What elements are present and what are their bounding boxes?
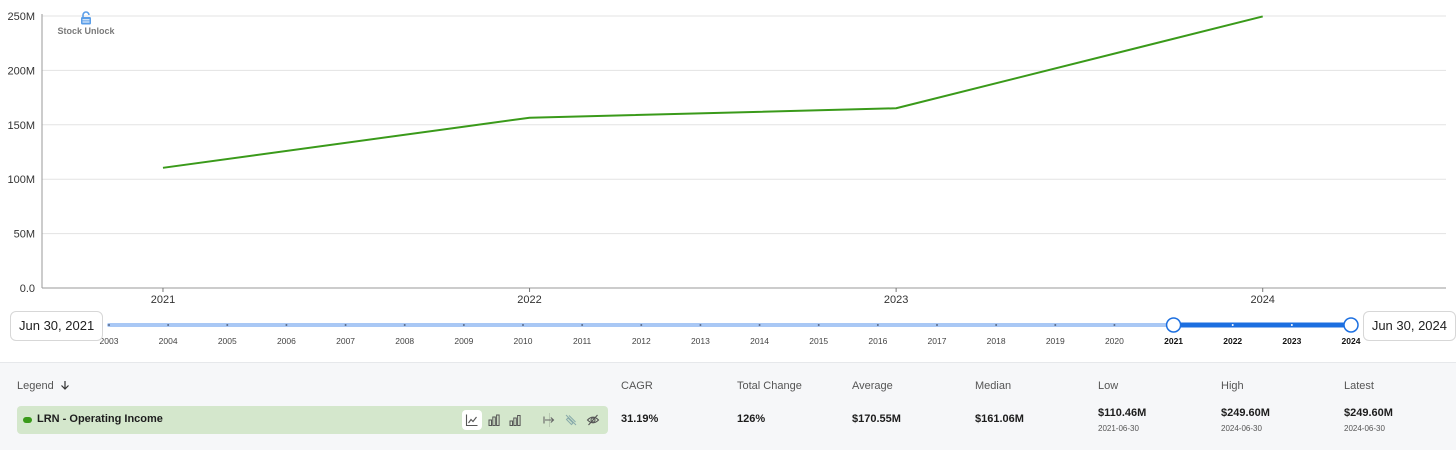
slider-tick	[462, 324, 465, 326]
legend-item-lrn-operating-income[interactable]: LRN - Operating Income	[17, 406, 608, 434]
legend-header[interactable]: Legend	[17, 380, 70, 392]
end-date-field[interactable]: Jun 30, 2024	[1362, 311, 1456, 341]
slider-year-label: 2015	[809, 336, 828, 346]
slider-year-label: 2017	[928, 336, 947, 346]
slider-tick	[1113, 324, 1116, 326]
slider-tick	[1054, 324, 1057, 326]
slider-tick	[1290, 324, 1293, 326]
slider-tick	[936, 324, 938, 326]
unpin-button[interactable]	[561, 410, 581, 430]
slider-year-label: 2011	[573, 336, 592, 346]
y-tick-label: 0.0	[20, 283, 35, 295]
median-header[interactable]: Median	[975, 380, 1012, 392]
slider-year-label: 2016	[868, 336, 887, 346]
slider-year-label: 2005	[218, 336, 237, 346]
legend-series-label: LRN - Operating Income	[37, 413, 163, 425]
lock-icon	[81, 11, 91, 25]
brand-logo: Stock Unlock	[56, 11, 116, 36]
y-tick-label: 100M	[7, 174, 35, 186]
slider-tick	[108, 324, 110, 326]
eye-off-icon	[586, 414, 600, 426]
slider-tick	[1231, 324, 1234, 326]
arrow-down-icon	[60, 381, 69, 390]
arrow-to-right-icon	[543, 416, 555, 424]
start-date-field[interactable]: Jun 30, 2021	[10, 311, 104, 341]
slider-tick	[758, 324, 761, 326]
slider-year-label: 2022	[1223, 336, 1242, 346]
total-change-header[interactable]: Total Change	[737, 380, 802, 392]
slider-tick	[640, 324, 643, 326]
slider-year-label: 2024	[1342, 336, 1361, 346]
median-value: $161.06M	[975, 413, 1024, 425]
x-tick-label: 2023	[884, 294, 908, 306]
slider-year-label: 2013	[691, 336, 710, 346]
extend-right-button[interactable]	[539, 410, 559, 430]
series-line-operating-income[interactable]	[162, 15, 1263, 169]
slider-year-label: 2003	[100, 336, 119, 346]
slider-year-label: 2009	[454, 336, 473, 346]
y-tick-label: 50M	[14, 229, 35, 241]
bar-chart-alt-button[interactable]	[505, 410, 525, 430]
cagr-value: 31.19%	[621, 413, 659, 425]
high-header[interactable]: High	[1221, 380, 1244, 392]
slider-year-label: 2014	[750, 336, 769, 346]
slider-tick	[817, 324, 820, 326]
bar-chart-button[interactable]	[484, 410, 504, 430]
line-chart-icon	[465, 414, 478, 427]
slider-year-label: 2006	[277, 336, 296, 346]
stats-panel: Legend LRN - Operating Income	[0, 362, 1456, 450]
slider-tick	[344, 324, 347, 326]
latest-date: 2024-06-30	[1344, 424, 1385, 433]
slider-year-label: 2019	[1046, 336, 1065, 346]
slider-year-label: 2008	[395, 336, 414, 346]
average-value: $170.55M	[852, 413, 901, 425]
latest-header[interactable]: Latest	[1344, 380, 1374, 392]
latest-value: $249.60M	[1344, 407, 1393, 419]
low-date: 2021-06-30	[1098, 424, 1139, 433]
low-value: $110.46M	[1098, 407, 1147, 419]
slider-tick	[699, 324, 702, 326]
slider-year-label: 2007	[336, 336, 355, 346]
slider-tick	[226, 324, 229, 326]
bar-chart-icon	[488, 414, 500, 426]
slider-year-label: 2023	[1282, 336, 1301, 346]
high-value: $249.60M	[1221, 407, 1270, 419]
slider-tick	[876, 324, 879, 326]
slider-tick	[285, 324, 288, 326]
high-date: 2024-06-30	[1221, 424, 1262, 433]
x-tick-label: 2022	[517, 294, 541, 306]
x-tick-label: 2024	[1250, 294, 1274, 306]
slider-year-label: 2004	[159, 336, 178, 346]
slider-start-handle[interactable]	[1165, 317, 1182, 333]
slider-tick	[581, 324, 584, 326]
slider-tick	[522, 324, 524, 326]
slider-year-label: 2018	[987, 336, 1006, 346]
y-tick-label: 150M	[7, 120, 35, 132]
line-chart-button[interactable]	[462, 410, 482, 430]
y-tick-label: 250M	[7, 11, 35, 23]
line-chart: 0.0 50M 100M 150M 200M 250M 2021 2022 2023 2024	[7, 11, 1446, 306]
slider-tick	[403, 324, 406, 326]
slider-tick	[167, 324, 170, 326]
x-tick-label: 2021	[151, 294, 175, 306]
range-slider[interactable]: 2003 2004 2005 2006 2007 2008 2009 2010 2011 2012…	[0, 310, 1456, 352]
chart-area: 0.0 50M 100M 150M 200M 250M 2021 2022 2023 2024 S…	[7, 11, 1446, 306]
slider-year-label: 2021	[1164, 336, 1183, 346]
average-header[interactable]: Average	[852, 380, 893, 392]
y-tick-label: 200M	[7, 65, 35, 77]
cagr-header[interactable]: CAGR	[621, 380, 653, 392]
low-header[interactable]: Low	[1098, 380, 1119, 392]
date-range-selector: 2003 2004 2005 2006 2007 2008 2009 2010 2011 2012…	[0, 310, 1456, 352]
bar-chart-alt-icon	[509, 415, 521, 426]
total-change-value: 126%	[737, 413, 766, 425]
slider-year-label: 2012	[632, 336, 651, 346]
slider-year-label: 2010	[514, 336, 533, 346]
brand-name: Stock Unlock	[57, 26, 115, 36]
slider-tick	[995, 324, 998, 326]
series-color-swatch	[23, 417, 32, 423]
slider-end-handle[interactable]	[1343, 317, 1359, 333]
slider-year-label: 2020	[1105, 336, 1124, 346]
pin-off-icon	[565, 414, 577, 426]
hide-series-button[interactable]	[583, 410, 603, 430]
